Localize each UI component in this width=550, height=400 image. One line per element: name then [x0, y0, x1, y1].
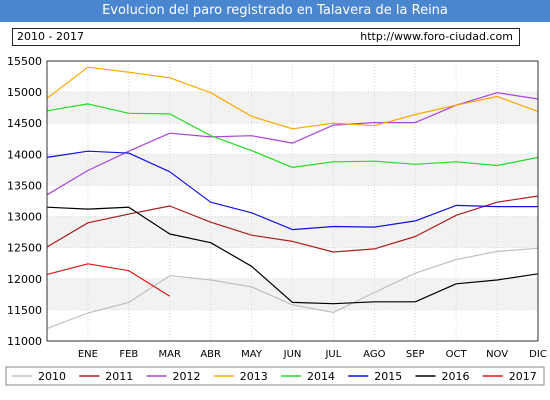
x-tick-label: NOV	[486, 349, 508, 360]
legend-label-2015: 2015	[374, 370, 402, 383]
legend-label-2012: 2012	[173, 370, 201, 383]
plot-area	[46, 60, 539, 342]
series-line-2011	[46, 195, 539, 253]
legend-label-2010: 2010	[38, 370, 66, 383]
legend-label-2014: 2014	[307, 370, 335, 383]
y-tick-label: 15500	[7, 55, 42, 68]
series-layer	[46, 66, 539, 330]
x-tick-label: MAR	[159, 349, 181, 360]
legend-label-2013: 2013	[240, 370, 268, 383]
chart-title: Evolucion del paro registrado en Talaver…	[0, 0, 550, 22]
x-tick-label: SEP	[406, 349, 425, 360]
y-tick-label: 13000	[7, 211, 42, 224]
x-tick-label: JUN	[283, 349, 302, 360]
x-tick-label: AGO	[363, 349, 385, 360]
x-tick-label: ENE	[78, 349, 98, 360]
y-tick-label: 14500	[7, 117, 42, 130]
legend-label-2011: 2011	[105, 370, 133, 383]
y-tick-label: 12500	[7, 242, 42, 255]
y-tick-label: 15000	[7, 86, 42, 99]
y-tick-label: 13500	[7, 179, 42, 192]
legend-label-2017: 2017	[509, 370, 537, 383]
y-tick-label: 11500	[7, 304, 42, 317]
plot-border	[46, 60, 539, 342]
series-line-2017	[46, 263, 171, 297]
x-tick-label: DIC	[529, 349, 547, 360]
legend-box	[5, 366, 545, 386]
series-line-2015	[46, 150, 538, 231]
series-line-2013	[46, 66, 539, 130]
legend-label-2016: 2016	[442, 370, 470, 383]
info-row: 2010 - 2017 http://www.foro-ciudad.com	[12, 28, 520, 46]
x-tick-label: JUL	[324, 349, 341, 360]
series-line-2016	[46, 206, 539, 305]
x-tick-label: MAY	[241, 349, 263, 360]
series-line-2014	[46, 103, 539, 168]
y-axis-ticks: 11000 11500 12000 12500 13000 13500 14000 14500…	[7, 55, 42, 348]
period-label: 2010 - 2017	[17, 30, 84, 43]
y-tick-label: 14000	[7, 148, 42, 161]
x-tick-label: ABR	[200, 349, 221, 360]
x-tick-label: FEB	[119, 349, 138, 360]
x-axis-ticks: ENE FEB MAR ABR MAY JUN JUL AGO SEP OCT NOV DIC	[78, 349, 547, 360]
y-tick-label: 11000	[7, 335, 42, 348]
x-tick-label: OCT	[446, 349, 468, 360]
legend: 2010 2011 2012 2013 2014 2015 2016 2017	[5, 366, 545, 386]
site-url: http://www.foro-ciudad.com	[360, 30, 513, 43]
y-tick-label: 12000	[7, 273, 42, 286]
series-line-2010	[46, 247, 539, 330]
